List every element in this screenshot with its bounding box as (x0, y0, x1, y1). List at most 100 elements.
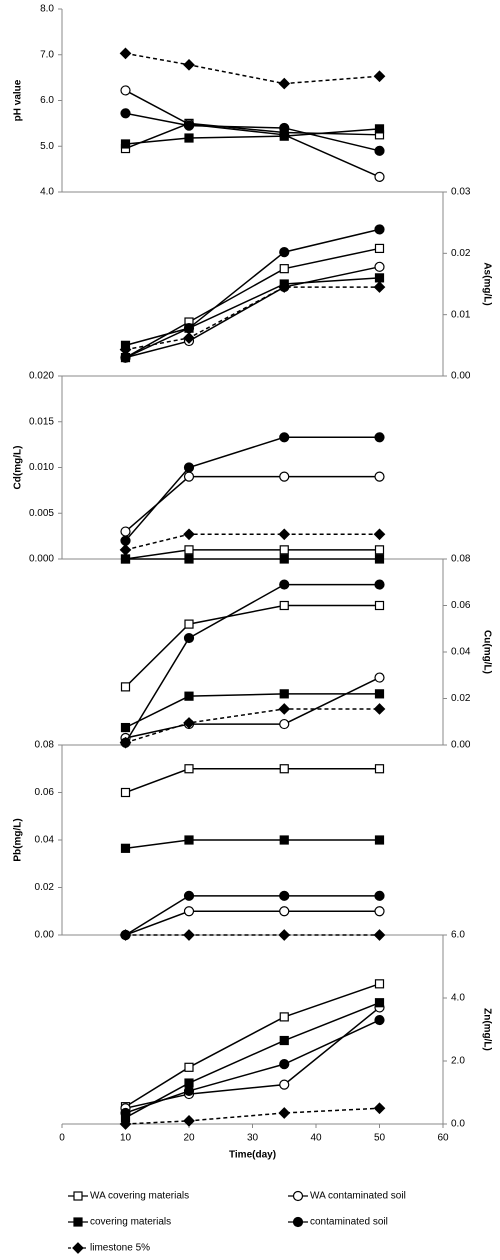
marker (184, 619, 194, 629)
y-tick-label: 0.02 (35, 882, 55, 893)
marker (373, 528, 386, 541)
marker (183, 323, 195, 334)
marker (292, 1216, 304, 1228)
y-tick-label: 6.0 (40, 95, 54, 106)
series (120, 835, 385, 853)
x-tick-label: 30 (247, 1133, 259, 1144)
marker (279, 1012, 289, 1022)
legend-label: contaminated soil (310, 1217, 388, 1228)
marker (279, 247, 290, 258)
y-tick-label: 0.02 (451, 693, 471, 704)
marker (279, 545, 289, 555)
series-line (125, 52, 380, 85)
y-tick-label: 0.08 (35, 740, 55, 751)
series-line (124, 436, 380, 542)
series-line (125, 1019, 380, 1114)
series-line (125, 266, 380, 359)
legend-label: covering materials (90, 1217, 171, 1228)
series (120, 108, 385, 156)
x-tick-label: 0 (59, 1133, 65, 1144)
legend-entry: WA contaminated soil (288, 1191, 406, 1202)
marker (183, 929, 195, 941)
legend-entry: WA covering materials (68, 1191, 189, 1202)
marker (374, 432, 385, 443)
marker (374, 764, 385, 774)
y-tick-label: 0.08 (451, 554, 471, 565)
marker (183, 471, 195, 482)
x-tick-label: 50 (374, 1133, 386, 1144)
series-line (125, 983, 380, 1108)
series (120, 1002, 385, 1114)
marker (278, 281, 291, 293)
marker (73, 1217, 83, 1227)
y-tick-label: 2.0 (451, 1056, 465, 1067)
marker (374, 273, 385, 283)
marker (120, 526, 131, 537)
y-tick-label: 0.010 (29, 462, 54, 473)
legend-label: WA contaminated soil (310, 1191, 406, 1202)
marker (374, 124, 385, 134)
y-axis-label: Zn(mg/L) (481, 1008, 492, 1051)
marker (183, 890, 195, 901)
y-tick-label: 0.000 (29, 554, 54, 565)
marker (120, 682, 131, 692)
series (120, 554, 385, 564)
y-tick-label: 0.02 (451, 248, 471, 259)
y-tick-label: 7.0 (40, 49, 54, 60)
series-line (125, 693, 380, 729)
series-line (125, 549, 380, 560)
series-line (125, 122, 380, 150)
marker (374, 545, 385, 555)
marker (374, 579, 385, 590)
series-line (125, 895, 380, 936)
marker (184, 835, 194, 845)
y-axis-label: Cu(mg/L) (481, 630, 492, 674)
y-tick-label: 0.0 (451, 1119, 465, 1130)
y-axis-label: Cd(mg/L) (13, 446, 24, 490)
marker (279, 131, 289, 141)
x-tick-label: 40 (310, 1133, 322, 1144)
marker (278, 1107, 291, 1119)
y-tick-label: 0.03 (451, 187, 471, 198)
y-tick-label: 0.00 (451, 740, 471, 751)
marker (374, 145, 385, 156)
marker (183, 1115, 195, 1127)
marker (374, 243, 385, 254)
marker (374, 471, 385, 482)
marker (184, 133, 194, 143)
marker (374, 979, 385, 989)
y-tick-label: 8.0 (40, 4, 54, 15)
series-line (125, 676, 380, 739)
marker (183, 906, 195, 917)
marker (183, 632, 195, 644)
series-line (125, 1002, 380, 1119)
series (120, 979, 385, 1112)
marker (279, 554, 289, 564)
x-tick-label: 10 (120, 1133, 132, 1144)
marker (120, 108, 131, 119)
marker (279, 471, 290, 482)
marker (120, 554, 131, 564)
marker (119, 736, 132, 749)
legend-entry: covering materials (68, 1217, 171, 1228)
series-line (125, 475, 380, 533)
series-line (125, 228, 380, 359)
legend-label: WA covering materials (90, 1191, 189, 1202)
series-line (125, 768, 380, 794)
marker (278, 929, 291, 941)
marker (292, 1190, 304, 1202)
marker (184, 1062, 194, 1072)
y-tick-label: 0.01 (451, 309, 471, 320)
series-line (125, 286, 380, 351)
series (120, 124, 385, 149)
marker (183, 1085, 195, 1097)
series-line (125, 910, 380, 936)
marker (183, 462, 195, 473)
marker (184, 554, 194, 564)
marker (279, 264, 289, 274)
series (120, 1014, 385, 1119)
x-tick-label: 60 (437, 1133, 449, 1144)
marker (279, 689, 289, 699)
series-line (124, 583, 380, 744)
